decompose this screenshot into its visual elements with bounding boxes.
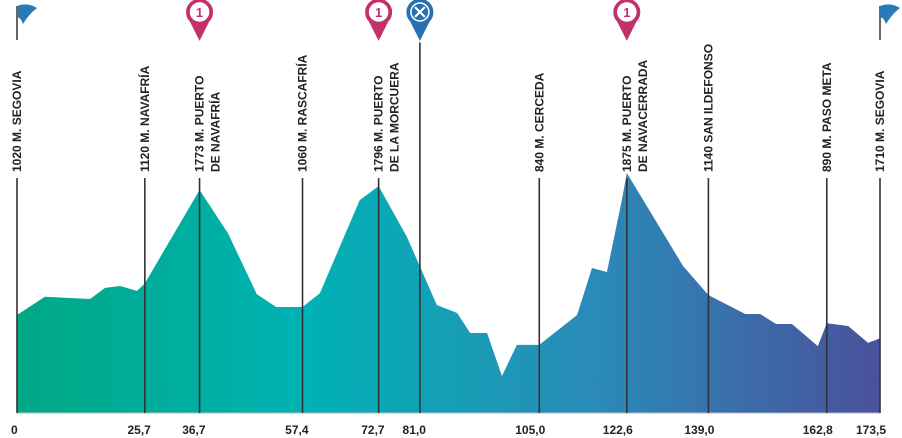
landmark-label: 1796 M. PUERTO	[372, 76, 386, 172]
landmark-label: 1140 SAN ILDEFONSO	[701, 44, 715, 172]
flag	[17, 4, 37, 25]
elevation-area	[17, 173, 880, 413]
landmark-label: DE LA MORCUERA	[388, 62, 402, 172]
x-tick-label: 25,7	[127, 423, 151, 437]
x-tick-label: 105,0	[515, 423, 545, 437]
climb-category: 1	[623, 5, 630, 20]
landmark-label: 1120 M. NAVAFRÍA	[137, 65, 152, 172]
climb-pin-inner	[368, 2, 389, 22]
food-icon	[414, 6, 426, 18]
landmark-label: DE NAVAFRÍA	[208, 91, 223, 172]
climb-pin-inner	[617, 2, 637, 22]
flag	[880, 4, 900, 25]
x-tick-label: 173,5	[856, 423, 886, 437]
landmark-label: 1875 M. PUERTO	[620, 76, 634, 172]
x-tick-label: 72,7	[361, 423, 385, 437]
x-tick-label: 139,0	[684, 423, 714, 437]
landmark-label: 1773 M. PUERTO	[193, 76, 207, 172]
landmark-label: DE NAVACERRADA	[636, 59, 650, 172]
landmark-label: 890 M. PASO META	[820, 62, 834, 172]
x-tick-label: 81,0	[403, 423, 427, 437]
climb-pin-inner	[189, 2, 210, 22]
landmark-label: 840 M. CERCEDA	[532, 72, 546, 172]
x-tick-label: 122,6	[603, 423, 633, 437]
climb-category: 1	[196, 5, 203, 20]
x-tick-label: 162,8	[803, 423, 833, 437]
landmark-label: 1020 M. SEGOVIA	[10, 70, 24, 172]
x-tick-label: 36,7	[182, 423, 206, 437]
landmark-label: 1710 M. SEGOVIA	[873, 70, 887, 172]
climb-category: 1	[375, 5, 382, 20]
landmark-label: 1060 M. RASCAFRÍA	[295, 54, 310, 172]
x-tick-label: 0	[11, 423, 18, 437]
x-tick-label: 57,4	[285, 423, 309, 437]
